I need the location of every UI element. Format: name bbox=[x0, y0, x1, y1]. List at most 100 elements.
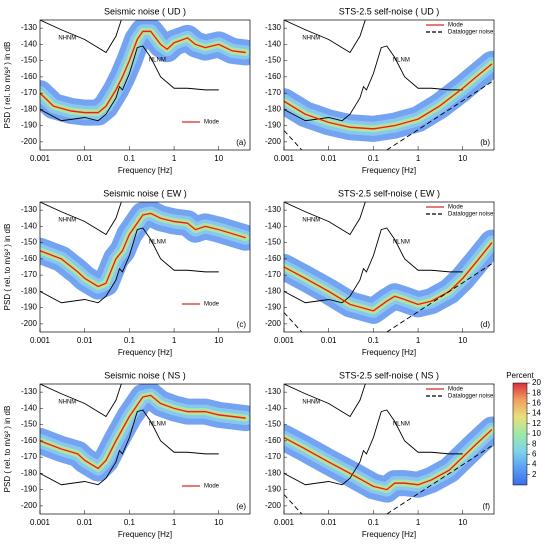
colorbar-tick-label: 14 bbox=[532, 409, 541, 418]
curve-label: NLNM bbox=[149, 422, 166, 428]
x-tick-label: 10 bbox=[214, 154, 223, 163]
panel: -200 -190 -180 -170 -160 -150 -140 -130 0.001 0.0… bbox=[265, 370, 495, 539]
x-tick-label: 10 bbox=[214, 518, 223, 527]
curve bbox=[284, 263, 493, 332]
x-tick-label: 1 bbox=[416, 154, 421, 163]
plot-layer bbox=[40, 384, 250, 486]
mode-line bbox=[40, 212, 246, 288]
y-tick-label: -160 bbox=[265, 72, 282, 81]
y-tick-label: -130 bbox=[21, 387, 38, 396]
x-axis-label: Frequency [Hz] bbox=[118, 530, 172, 539]
y-tick-label: -160 bbox=[265, 254, 282, 263]
x-axis-label: Frequency [Hz] bbox=[362, 348, 416, 357]
y-tick-label: -150 bbox=[265, 238, 282, 247]
panel-label: (a) bbox=[236, 138, 246, 147]
panel: -200 -190 -180 -170 -160 -150 -140 -130 0.001 0.0… bbox=[3, 6, 251, 175]
panel: -200 -190 -180 -170 -160 -150 -140 -130 0.001 0.0… bbox=[265, 6, 495, 175]
plot-frame bbox=[283, 19, 495, 151]
panel-title: Seismic noise ( UD ) bbox=[104, 6, 186, 16]
y-tick-label: -170 bbox=[265, 452, 282, 461]
curve-label: NHNM bbox=[302, 399, 320, 405]
y-tick-label: -160 bbox=[21, 254, 38, 263]
y-tick-label: -190 bbox=[265, 485, 282, 494]
y-axis-label: PSD ( rel. to m/s² ) in dB bbox=[3, 406, 12, 493]
x-axis-label: Frequency [Hz] bbox=[362, 166, 416, 175]
curve bbox=[284, 227, 463, 304]
curve bbox=[284, 81, 493, 150]
panel-title: Seismic noise ( EW ) bbox=[103, 188, 187, 198]
x-tick-label: 0.01 bbox=[77, 518, 93, 527]
y-tick-label: -140 bbox=[21, 403, 38, 412]
panel-title: Seismic noise ( NS ) bbox=[104, 370, 186, 380]
plot-frame bbox=[39, 201, 251, 333]
legend-label: Mode bbox=[448, 23, 464, 29]
colorbar-tick-label: 12 bbox=[532, 419, 541, 428]
colorbar-tick-label: 16 bbox=[532, 399, 541, 408]
y-tick-label: -130 bbox=[265, 23, 282, 32]
x-tick-label: 10 bbox=[214, 336, 223, 345]
y-tick-label: -130 bbox=[265, 205, 282, 214]
curve bbox=[40, 384, 122, 418]
plot-frame bbox=[283, 201, 495, 333]
y-tick-label: -200 bbox=[265, 137, 282, 146]
x-axis-label: Frequency [Hz] bbox=[362, 530, 416, 539]
curve bbox=[40, 20, 122, 54]
x-tick-label: 0.001 bbox=[274, 154, 295, 163]
panel-title: STS-2.5 self-noise ( UD ) bbox=[339, 6, 440, 16]
x-axis-label: Frequency [Hz] bbox=[118, 348, 172, 357]
colorbar-tick-label: 6 bbox=[532, 450, 537, 459]
curve-label: NLNM bbox=[393, 422, 410, 428]
y-tick-label: -140 bbox=[21, 39, 38, 48]
legend-label: Mode bbox=[204, 302, 220, 308]
x-tick-label: 0.001 bbox=[30, 154, 51, 163]
legend-label: Mode bbox=[448, 205, 464, 211]
panel-label: (d) bbox=[480, 320, 490, 329]
x-tick-label: 0.01 bbox=[321, 518, 337, 527]
x-tick-label: 0.1 bbox=[124, 154, 136, 163]
y-tick-label: -130 bbox=[21, 23, 38, 32]
legend-label: Mode bbox=[448, 387, 464, 393]
mode-line bbox=[284, 242, 493, 312]
colorbar-tick-label: 10 bbox=[532, 429, 541, 438]
plot-layer bbox=[40, 202, 250, 304]
plot-frame bbox=[39, 383, 251, 515]
panel-title: STS-2.5 self-noise ( EW ) bbox=[338, 188, 440, 198]
y-tick-label: -190 bbox=[265, 303, 282, 312]
y-tick-label: -170 bbox=[265, 270, 282, 279]
x-tick-label: 10 bbox=[458, 336, 467, 345]
x-tick-label: 10 bbox=[458, 518, 467, 527]
panel: -200 -190 -180 -170 -160 -150 -140 -130 0.001 0.0… bbox=[3, 188, 251, 357]
legend-label: Mode bbox=[204, 120, 220, 126]
y-tick-label: -140 bbox=[265, 39, 282, 48]
colorbar-tick-label: 18 bbox=[532, 388, 541, 397]
y-axis-label: PSD ( rel. to m/s² ) in dB bbox=[3, 224, 12, 311]
x-tick-label: 0.1 bbox=[368, 336, 380, 345]
y-tick-label: -190 bbox=[21, 303, 38, 312]
x-tick-label: 0.1 bbox=[368, 154, 380, 163]
curve bbox=[40, 202, 122, 236]
mode-line bbox=[40, 394, 246, 470]
y-tick-label: -170 bbox=[21, 88, 38, 97]
y-tick-label: -140 bbox=[265, 221, 282, 230]
y-tick-label: -200 bbox=[265, 501, 282, 510]
curve bbox=[284, 20, 366, 54]
y-tick-label: -130 bbox=[265, 387, 282, 396]
y-tick-label: -190 bbox=[21, 485, 38, 494]
panel: -200 -190 -180 -170 -160 -150 -140 -130 0.001 0.0… bbox=[3, 370, 251, 539]
y-tick-label: -150 bbox=[21, 56, 38, 65]
y-tick-label: -180 bbox=[21, 104, 38, 113]
x-tick-label: 0.001 bbox=[274, 336, 295, 345]
colorbar-tick-label: 20 bbox=[532, 378, 541, 387]
curve-label: NLNM bbox=[149, 58, 166, 64]
colorbar-title: Percent bbox=[506, 371, 534, 380]
y-tick-label: -190 bbox=[265, 121, 282, 130]
y-tick-label: -160 bbox=[21, 436, 38, 445]
y-tick-label: -170 bbox=[21, 452, 38, 461]
y-tick-label: -150 bbox=[21, 238, 38, 247]
curve bbox=[284, 409, 463, 486]
x-tick-label: 1 bbox=[172, 518, 177, 527]
curve-label: NLNM bbox=[393, 240, 410, 246]
y-tick-label: -140 bbox=[265, 403, 282, 412]
y-tick-label: -200 bbox=[21, 501, 38, 510]
